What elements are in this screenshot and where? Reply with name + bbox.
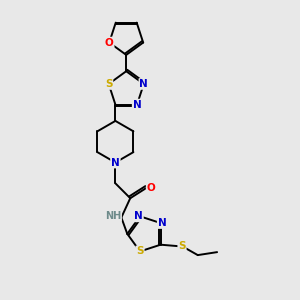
Text: S: S — [136, 246, 144, 256]
Text: N: N — [140, 79, 148, 89]
Text: S: S — [105, 79, 112, 89]
Text: NH: NH — [105, 211, 121, 221]
Text: O: O — [147, 183, 155, 193]
Text: N: N — [111, 158, 120, 167]
Text: S: S — [178, 241, 186, 251]
Text: N: N — [134, 211, 143, 221]
Text: N: N — [133, 100, 141, 110]
Text: N: N — [158, 218, 167, 228]
Text: O: O — [105, 38, 114, 48]
